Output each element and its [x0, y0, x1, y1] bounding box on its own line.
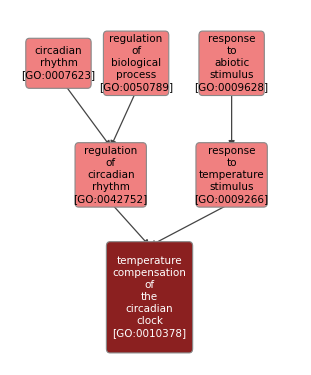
FancyBboxPatch shape [199, 31, 264, 96]
FancyBboxPatch shape [106, 242, 193, 353]
Text: temperature
compensation
of
the
circadian
clock
[GO:0010378]: temperature compensation of the circadia… [113, 256, 187, 338]
Text: circadian
rhythm
[GO:0007623]: circadian rhythm [GO:0007623] [21, 46, 95, 80]
FancyBboxPatch shape [196, 142, 267, 207]
FancyBboxPatch shape [26, 38, 91, 88]
FancyBboxPatch shape [103, 31, 169, 96]
Text: response
to
temperature
stimulus
[GO:0009266]: response to temperature stimulus [GO:000… [195, 146, 269, 204]
FancyBboxPatch shape [75, 142, 146, 207]
Text: regulation
of
biological
process
[GO:0050789]: regulation of biological process [GO:005… [99, 34, 173, 92]
Text: response
to
abiotic
stimulus
[GO:0009628]: response to abiotic stimulus [GO:0009628… [195, 34, 269, 92]
Text: regulation
of
circadian
rhythm
[GO:0042752]: regulation of circadian rhythm [GO:00427… [74, 146, 148, 204]
